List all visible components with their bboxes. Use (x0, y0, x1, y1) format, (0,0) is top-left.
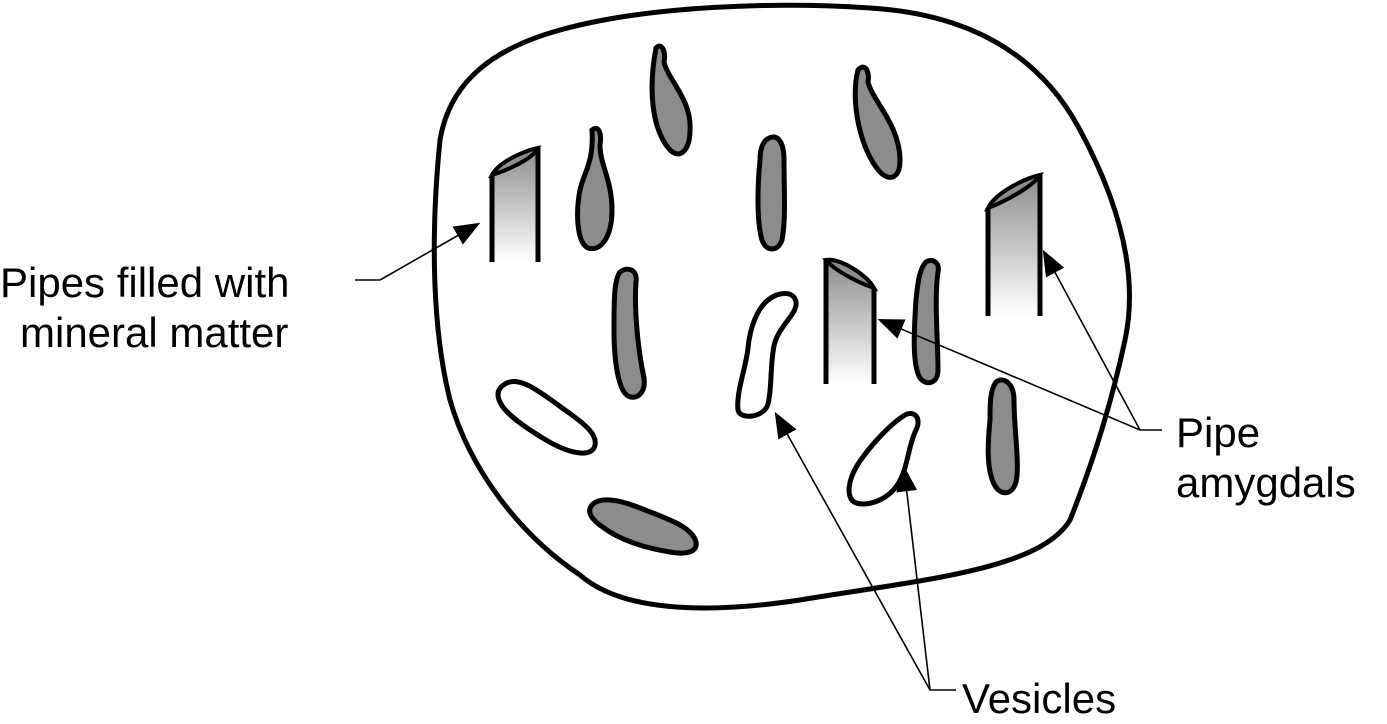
vesicles-label: Vesicles (962, 675, 1117, 722)
amygdal (985, 377, 1020, 496)
amygdal (587, 497, 699, 556)
pipe-amygdal-leader-arrow (1042, 249, 1141, 431)
amygdal (911, 257, 941, 386)
pipe (983, 172, 1044, 316)
pipe-amygdals-label-line1: Pipe (1176, 409, 1261, 456)
vesicle (495, 379, 598, 456)
pipes-filled-label: Pipes filled with mineral matter (0, 258, 289, 358)
pipes-filled-leader-arrow (355, 222, 481, 281)
amygdal (649, 43, 693, 157)
amygdal (611, 266, 647, 400)
pipes (487, 145, 1044, 384)
rock-outline (431, 2, 1132, 611)
pipe-amygdals-label: Pipe amygdals (1176, 408, 1356, 508)
vesicles (495, 291, 921, 507)
vesicle (846, 411, 921, 507)
vesicles-leader-arrow (896, 465, 931, 691)
amygdal (852, 64, 903, 180)
amygdals (575, 43, 1020, 556)
vesicle (735, 291, 799, 419)
pipes-filled-label-line2: mineral matter (20, 309, 289, 356)
pipes-filled-label-line1: Pipes filled with (0, 259, 290, 306)
pipe (822, 257, 879, 384)
pipe-amygdals-label-line2: amygdals (1176, 459, 1356, 506)
pipe (487, 145, 542, 262)
amygdal (575, 125, 615, 252)
amygdal (755, 134, 787, 252)
leader-lines (355, 222, 1162, 691)
